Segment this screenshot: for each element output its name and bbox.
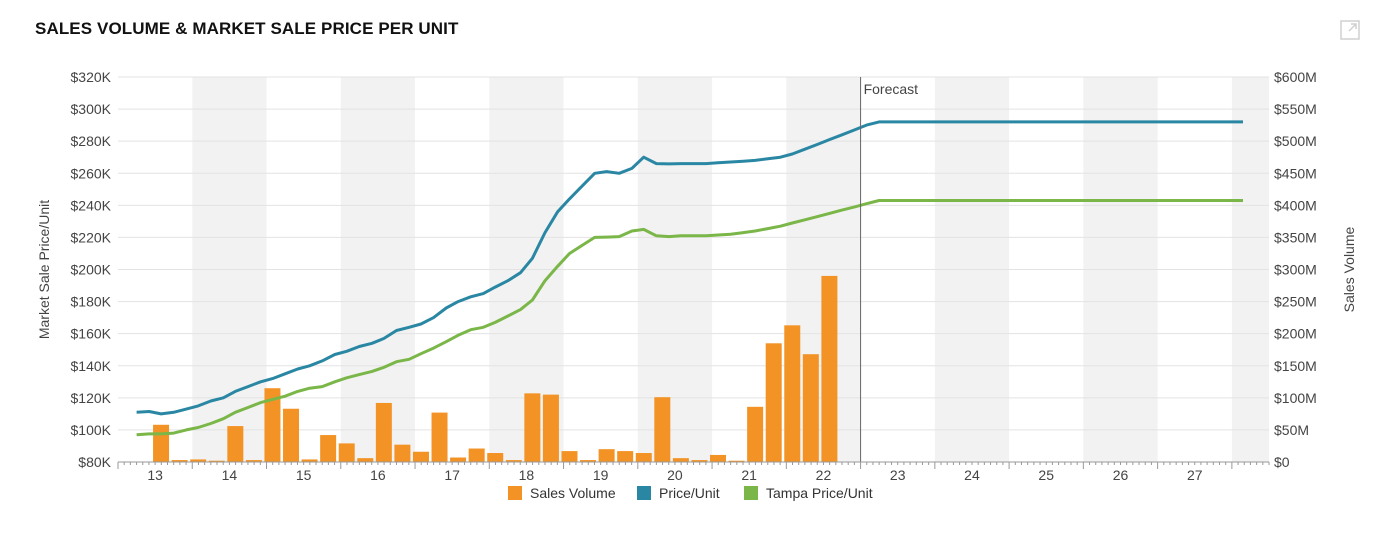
y-left-tick-label: $200K [71, 262, 112, 278]
y-left-tick-label: $100K [71, 422, 112, 438]
bar-sales-volume [227, 426, 244, 462]
x-tick-label: 21 [741, 467, 757, 483]
bar-sales-volume [264, 388, 281, 462]
bar-sales-volume [635, 453, 652, 462]
line-price-unit [136, 120, 1243, 416]
y-left-axis-title: Market Sale Price/Unit [36, 200, 52, 339]
y-right-tick-label: $600M [1274, 69, 1317, 85]
bar-sales-volume [691, 460, 708, 462]
y-left-tick-label: $260K [71, 165, 112, 181]
bar-sales-volume [301, 459, 318, 462]
y-right-tick-label: $50M [1274, 422, 1309, 438]
legend-swatch [508, 486, 522, 500]
bar-sales-volume [617, 451, 634, 462]
x-tick-label: 17 [444, 467, 460, 483]
bar-sales-volume [320, 435, 337, 462]
bar-sales-volume [394, 444, 411, 462]
x-tick-label: 25 [1038, 467, 1054, 483]
y-right-tick-label: $400M [1274, 197, 1317, 213]
x-tick-label: 27 [1187, 467, 1203, 483]
y-left-tick-label: $80K [78, 454, 111, 470]
y-right-tick-label: $300M [1274, 262, 1317, 278]
bar-sales-volume [468, 448, 485, 462]
y-right-tick-label: $450M [1274, 165, 1317, 181]
x-tick-label: 15 [296, 467, 312, 483]
y-left-tick-label: $320K [71, 69, 112, 85]
bar-sales-volume [431, 412, 448, 462]
forecast-label: Forecast [864, 81, 919, 97]
x-tick-label: 19 [593, 467, 609, 483]
x-tick-label: 23 [890, 467, 906, 483]
bar-sales-volume [190, 459, 207, 462]
bar-sales-volume [672, 458, 689, 462]
axes: $80K $0 $100K $50M $120K $100M $140K $150M $160K… [36, 69, 1357, 483]
x-tick-label: 22 [816, 467, 832, 483]
y-right-tick-label: $100M [1274, 390, 1317, 406]
x-tick-label: 26 [1113, 467, 1129, 483]
bar-sales-volume [171, 460, 188, 462]
bar-sales-volume [283, 408, 300, 462]
y-right-tick-label: $350M [1274, 229, 1317, 245]
bar-sales-volume [784, 325, 801, 462]
x-tick-label: 14 [222, 467, 238, 483]
legend: Sales Volume Price/Unit Tampa Price/Unit [508, 485, 873, 501]
bar-sales-volume [450, 457, 467, 462]
bar-sales-volume [505, 460, 522, 462]
y-right-tick-label: $150M [1274, 358, 1317, 374]
bar-sales-volume [821, 275, 838, 462]
sales-volume-bars [153, 275, 838, 462]
chart-title: SALES VOLUME & MARKET SALE PRICE PER UNI… [35, 19, 459, 38]
bar-sales-volume [598, 449, 615, 462]
x-tick-label: 16 [370, 467, 386, 483]
x-tick-label: 20 [667, 467, 683, 483]
bar-sales-volume [747, 406, 764, 462]
y-right-tick-label: $500M [1274, 133, 1317, 149]
bar-sales-volume [710, 454, 727, 462]
bar-sales-volume [580, 460, 597, 462]
bar-sales-volume [208, 460, 225, 462]
bar-sales-volume [561, 451, 578, 462]
y-left-tick-label: $240K [71, 197, 112, 213]
y-left-tick-label: $300K [71, 101, 112, 117]
legend-swatch [744, 486, 758, 500]
legend-label: Price/Unit [659, 485, 720, 501]
legend-label: Sales Volume [530, 485, 616, 501]
bar-sales-volume [524, 393, 541, 462]
bar-sales-volume [338, 443, 355, 462]
bar-sales-volume [245, 460, 262, 462]
bar-sales-volume [765, 343, 782, 462]
legend-label: Tampa Price/Unit [766, 485, 873, 501]
y-left-tick-label: $180K [71, 294, 112, 310]
y-left-tick-label: $120K [71, 390, 112, 406]
x-tick-label: 13 [147, 467, 163, 483]
bar-sales-volume [357, 458, 374, 462]
bar-sales-volume [542, 394, 559, 462]
bar-sales-volume [802, 354, 819, 462]
x-tick-label: 24 [964, 467, 980, 483]
bar-sales-volume [153, 424, 170, 462]
y-left-tick-label: $280K [71, 133, 112, 149]
y-right-tick-label: $200M [1274, 326, 1317, 342]
x-tick-label: 18 [519, 467, 535, 483]
y-right-tick-label: $250M [1274, 294, 1317, 310]
line-tampa-price-unit [136, 199, 1243, 437]
y-left-tick-label: $160K [71, 326, 112, 342]
y-right-axis-title: Sales Volume [1341, 226, 1357, 312]
bar-sales-volume [654, 397, 671, 462]
y-left-tick-label: $220K [71, 229, 112, 245]
legend-swatch [637, 486, 651, 500]
bar-sales-volume [487, 453, 504, 462]
y-left-tick-label: $140K [71, 358, 112, 374]
y-right-tick-label: $0 [1274, 454, 1290, 470]
price-lines [136, 120, 1243, 437]
bar-sales-volume [728, 460, 745, 462]
expand-icon[interactable] [1340, 20, 1360, 40]
bar-sales-volume [412, 451, 429, 462]
y-right-tick-label: $550M [1274, 101, 1317, 117]
bar-sales-volume [375, 402, 392, 462]
